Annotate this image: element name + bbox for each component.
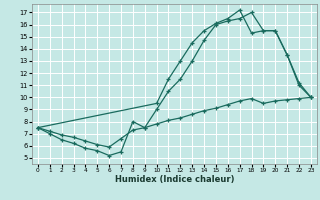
X-axis label: Humidex (Indice chaleur): Humidex (Indice chaleur) <box>115 175 234 184</box>
